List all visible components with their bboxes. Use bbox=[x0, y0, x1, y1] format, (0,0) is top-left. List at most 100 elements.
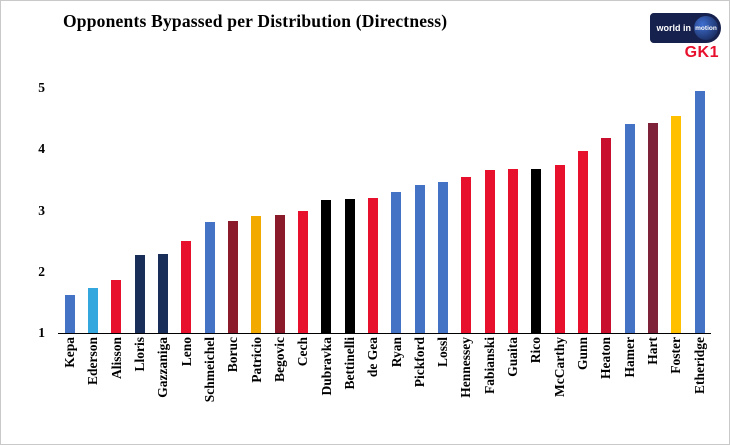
x-label-cell: Lloris bbox=[128, 337, 151, 443]
bar-lossl bbox=[437, 181, 448, 333]
bar-de-gea bbox=[367, 198, 378, 333]
x-label-cell: Bettinelli bbox=[338, 337, 361, 443]
bar-patricio bbox=[251, 216, 262, 333]
bar-column bbox=[478, 88, 501, 333]
x-label-cell: Dubravka bbox=[315, 337, 338, 443]
bar-alisson bbox=[111, 279, 122, 333]
bar-column bbox=[385, 88, 408, 333]
x-label-cell: Kepa bbox=[58, 337, 81, 443]
brand-logo: world in motion GK1 bbox=[649, 13, 721, 62]
bar-column bbox=[548, 88, 571, 333]
x-label: Guaita bbox=[505, 337, 521, 377]
x-label: de Gea bbox=[365, 337, 381, 378]
x-label: Gunn bbox=[575, 337, 591, 371]
bar-rico bbox=[531, 168, 542, 333]
x-label: Ederson bbox=[85, 337, 101, 386]
x-label-cell: Hamer bbox=[618, 337, 641, 443]
x-label-cell: Guaita bbox=[501, 337, 524, 443]
x-label: Hart bbox=[645, 337, 661, 365]
x-label-cell: Alisson bbox=[105, 337, 128, 443]
x-label-cell: Patricio bbox=[245, 337, 268, 443]
bar-hennessey bbox=[461, 177, 472, 333]
x-label: Kepa bbox=[61, 337, 77, 368]
x-label: Hamer bbox=[621, 337, 637, 378]
x-label: Patricio bbox=[248, 337, 264, 383]
x-label: Alisson bbox=[108, 337, 124, 380]
x-label: Fabianski bbox=[481, 337, 497, 395]
bar-column bbox=[361, 88, 384, 333]
y-tick-label: 3 bbox=[38, 202, 45, 218]
x-label: Lossl bbox=[435, 337, 451, 368]
x-label: Leno bbox=[178, 337, 194, 367]
x-label-cell: Boruc bbox=[221, 337, 244, 443]
y-axis: 1 2 3 4 5 bbox=[19, 80, 51, 340]
bar-lloris bbox=[134, 255, 145, 333]
y-tick-label: 4 bbox=[38, 141, 45, 157]
y-tick-label: 5 bbox=[38, 80, 45, 95]
x-axis-labels: Kepa Ederson Alisson Lloris Gazzaniga Leno Sch… bbox=[58, 337, 711, 443]
bar-schmeichel bbox=[204, 222, 215, 333]
bar-column bbox=[151, 88, 174, 333]
bar-gunn bbox=[577, 151, 588, 333]
x-label-cell: Ryan bbox=[385, 337, 408, 443]
bar-column bbox=[525, 88, 548, 333]
y-tick-label: 2 bbox=[38, 263, 45, 279]
bar-hamer bbox=[624, 123, 635, 333]
bar-column bbox=[315, 88, 338, 333]
bar-cech bbox=[297, 210, 308, 333]
y-tick-label: 1 bbox=[38, 325, 45, 340]
x-label: Boruc bbox=[225, 337, 241, 373]
bar-column bbox=[571, 88, 594, 333]
world-in-motion-logo: world in motion bbox=[649, 13, 721, 43]
bar-column bbox=[268, 88, 291, 333]
bar-column bbox=[641, 88, 664, 333]
x-label-cell: Cech bbox=[291, 337, 314, 443]
bar-boruc bbox=[227, 220, 238, 333]
x-label-cell: Schmeichel bbox=[198, 337, 221, 443]
bar-begovic bbox=[274, 215, 285, 333]
x-label-cell: de Gea bbox=[361, 337, 384, 443]
x-label: Foster bbox=[668, 337, 684, 374]
bar-gazzaniga bbox=[157, 254, 168, 333]
x-label: Hennessey bbox=[458, 337, 474, 398]
x-label-cell: Foster bbox=[665, 337, 688, 443]
x-label-cell: Gunn bbox=[571, 337, 594, 443]
logo-world-text: world in bbox=[656, 23, 692, 33]
x-label-cell: Hennessey bbox=[455, 337, 478, 443]
bar-ryan bbox=[391, 192, 402, 333]
x-label-cell: Fabianski bbox=[478, 337, 501, 443]
x-label: Cech bbox=[295, 337, 311, 367]
bar-column bbox=[128, 88, 151, 333]
x-label: McCarthy bbox=[551, 337, 567, 397]
x-label-cell: Hart bbox=[641, 337, 664, 443]
plot-area bbox=[58, 88, 711, 334]
x-label: Dubravka bbox=[318, 337, 334, 396]
bar-column bbox=[665, 88, 688, 333]
bar-column bbox=[198, 88, 221, 333]
bar-column bbox=[245, 88, 268, 333]
bar-kepa bbox=[64, 295, 75, 333]
bar-foster bbox=[671, 115, 682, 333]
bar-column bbox=[175, 88, 198, 333]
x-label-cell: Leno bbox=[175, 337, 198, 443]
x-label-cell: Rico bbox=[525, 337, 548, 443]
bar-etheridge bbox=[694, 91, 705, 333]
bar-column bbox=[221, 88, 244, 333]
bar-column bbox=[105, 88, 128, 333]
bar-leno bbox=[181, 240, 192, 333]
bar-guaita bbox=[507, 169, 518, 333]
x-label: Rico bbox=[528, 337, 544, 364]
x-label-cell: McCarthy bbox=[548, 337, 571, 443]
x-label: Schmeichel bbox=[201, 337, 217, 403]
bar-column bbox=[595, 88, 618, 333]
gk1-label: GK1 bbox=[684, 44, 719, 61]
bar-column bbox=[338, 88, 361, 333]
x-label-cell: Pickford bbox=[408, 337, 431, 443]
bar-column bbox=[58, 88, 81, 333]
chart-title: Opponents Bypassed per Distribution (Dir… bbox=[63, 11, 448, 31]
bar-ederson bbox=[87, 288, 98, 333]
x-label: Bettinelli bbox=[341, 337, 357, 390]
bar-column bbox=[455, 88, 478, 333]
x-label: Begovic bbox=[271, 337, 287, 382]
